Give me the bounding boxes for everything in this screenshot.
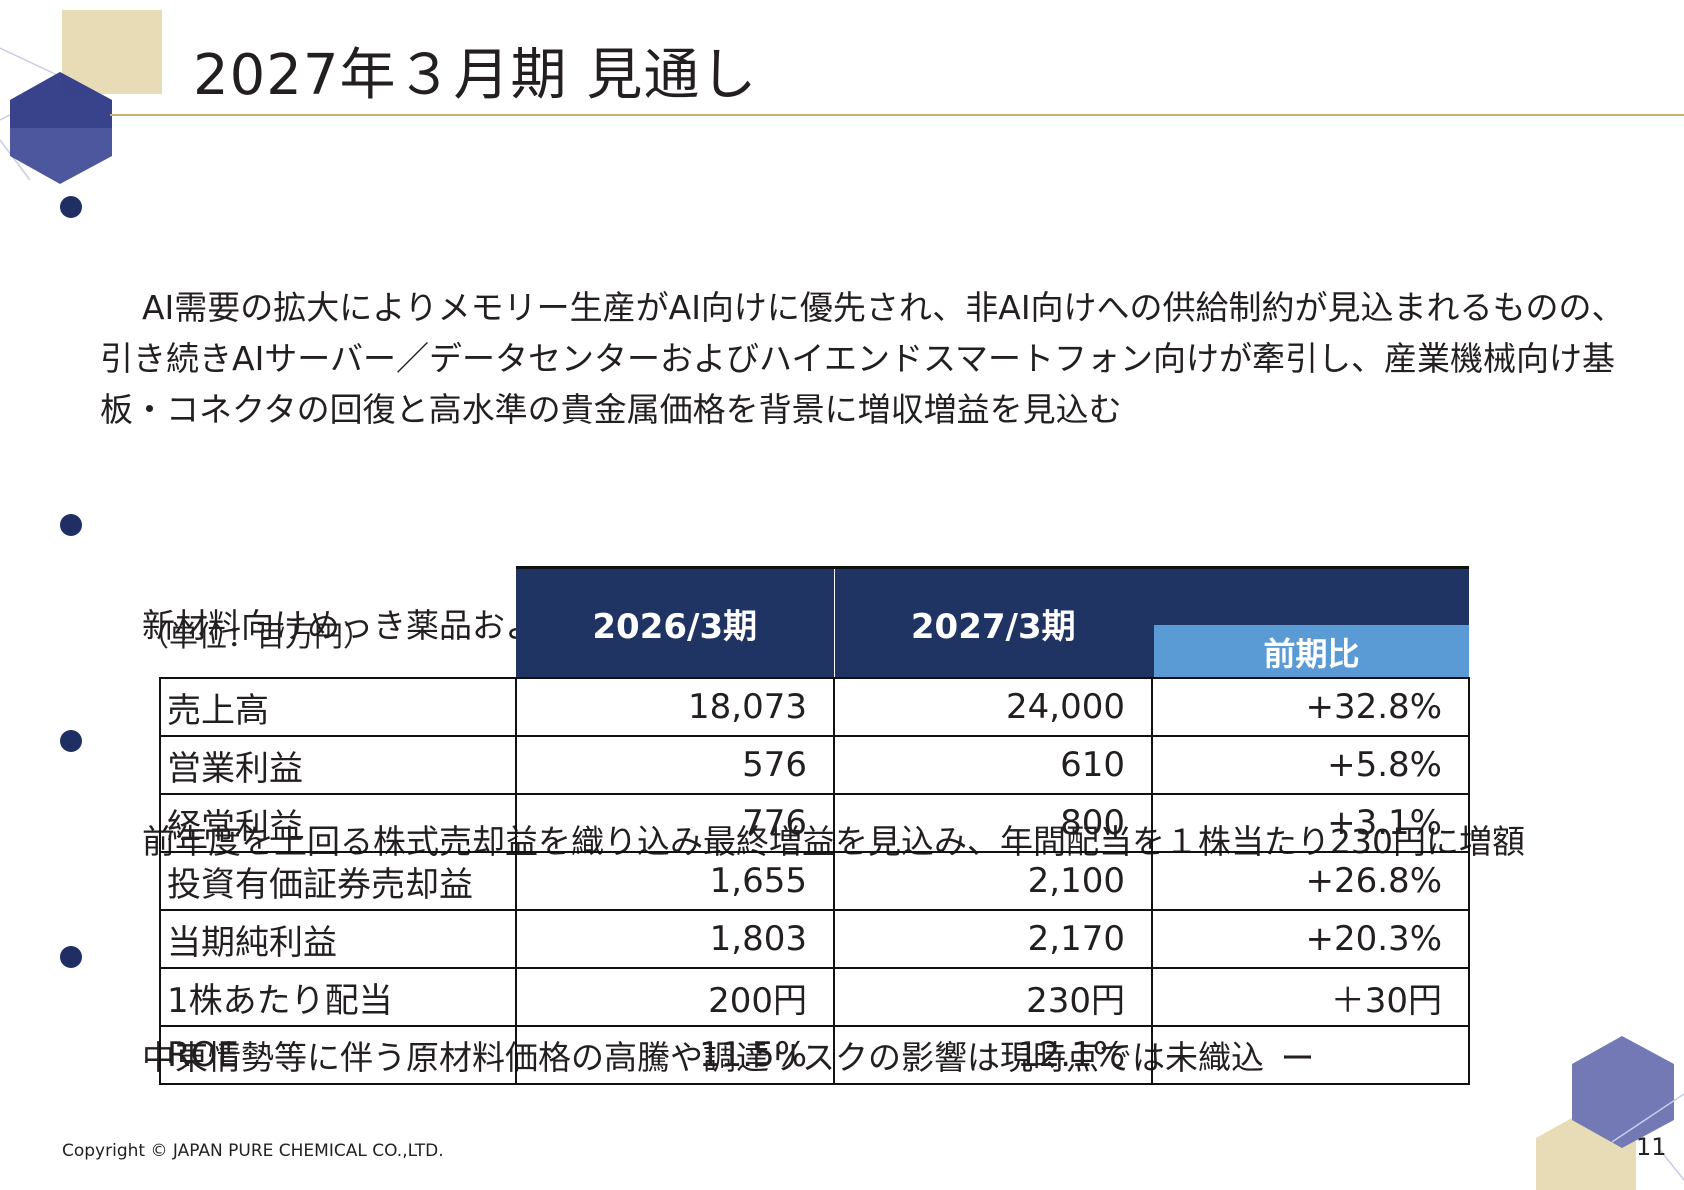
value-2027: 2,170 xyxy=(833,909,1153,969)
value-change: +5.8% xyxy=(1151,735,1470,795)
top-left-hexagon-decoration xyxy=(0,10,162,184)
table-row: 経常利益 776 800 +3.1% xyxy=(159,793,1470,853)
bullet-dot-icon xyxy=(60,730,82,752)
blue-hexagon-shape xyxy=(1572,1036,1674,1148)
value-2026: 1,803 xyxy=(515,909,835,969)
row-label: 当期純利益 xyxy=(159,909,517,969)
value-2027: 2,100 xyxy=(833,851,1153,911)
row-label: 経常利益 xyxy=(159,793,517,853)
table-row: 売上高 18,073 24,000 +32.8% xyxy=(159,677,1470,737)
table-row: 営業利益 576 610 +5.8% xyxy=(159,735,1470,795)
unit-label: （単位：百万円） xyxy=(140,619,373,653)
value-change: ー xyxy=(1151,1025,1470,1085)
header-yoy-cell: 前期比 xyxy=(1152,566,1469,678)
header-fy2027: 2027/3期 xyxy=(834,566,1152,678)
value-2027: 230円 xyxy=(833,967,1153,1027)
value-change: +26.8% xyxy=(1151,851,1470,911)
bullet-dot-icon xyxy=(60,946,82,968)
value-change: +3.1% xyxy=(1151,793,1470,853)
table-row: 当期純利益 1,803 2,170 +20.3% xyxy=(159,909,1470,969)
row-label: 1株あたり配当 xyxy=(159,967,517,1027)
gold-square-shape xyxy=(62,10,162,94)
value-2027: 610 xyxy=(833,735,1153,795)
page-title: 2027年３月期 見通し xyxy=(193,43,758,108)
forecast-table: 2026/3期 2027/3期 前期比 売上高 18,073 24,000 +3… xyxy=(159,566,1470,1085)
table-row: 投資有価証券売却益 1,655 2,100 +26.8% xyxy=(159,851,1470,911)
title-underline xyxy=(110,114,1684,116)
value-2026: 18,073 xyxy=(515,677,835,737)
value-2027: 24,000 xyxy=(833,677,1153,737)
table-row: ROE 11.5% 12.1% ー xyxy=(159,1025,1470,1085)
table-row: 1株あたり配当 200円 230円 ＋30円 xyxy=(159,967,1470,1027)
value-2027: 800 xyxy=(833,793,1153,853)
value-change: +20.3% xyxy=(1151,909,1470,969)
bullet-dot-icon xyxy=(60,196,82,218)
value-2026: 776 xyxy=(515,793,835,853)
value-2026: 11.5% xyxy=(515,1025,835,1085)
table-header-row: 2026/3期 2027/3期 前期比 xyxy=(160,566,1469,678)
value-2026: 200円 xyxy=(515,967,835,1027)
page-number: 11 xyxy=(1636,1133,1667,1161)
row-label: 営業利益 xyxy=(159,735,517,795)
value-change: +32.8% xyxy=(1151,677,1470,737)
header-yoy: 前期比 xyxy=(1154,625,1469,677)
value-2026: 576 xyxy=(515,735,835,795)
value-2026: 1,655 xyxy=(515,851,835,911)
header-fy2026: 2026/3期 xyxy=(516,566,835,678)
copyright-text: Copyright © JAPAN PURE CHEMICAL CO.,LTD. xyxy=(62,1141,444,1161)
value-change: ＋30円 xyxy=(1151,967,1470,1027)
value-2027: 12.1% xyxy=(833,1025,1153,1085)
bullet-text: AI需要の拡大によりメモリー生産がAI向けに優先され、非AI向けへの供給制約が見… xyxy=(100,288,1625,429)
row-label: 投資有価証券売却益 xyxy=(159,851,517,911)
row-label: ROE xyxy=(159,1025,517,1085)
bottom-right-hexagon-decoration xyxy=(1536,1036,1684,1190)
bullet-item: AI需要の拡大によりメモリー生産がAI向けに優先され、非AI向けへの供給制約が見… xyxy=(58,180,1658,486)
bullet-dot-icon xyxy=(60,514,82,536)
row-label: 売上高 xyxy=(159,677,517,737)
